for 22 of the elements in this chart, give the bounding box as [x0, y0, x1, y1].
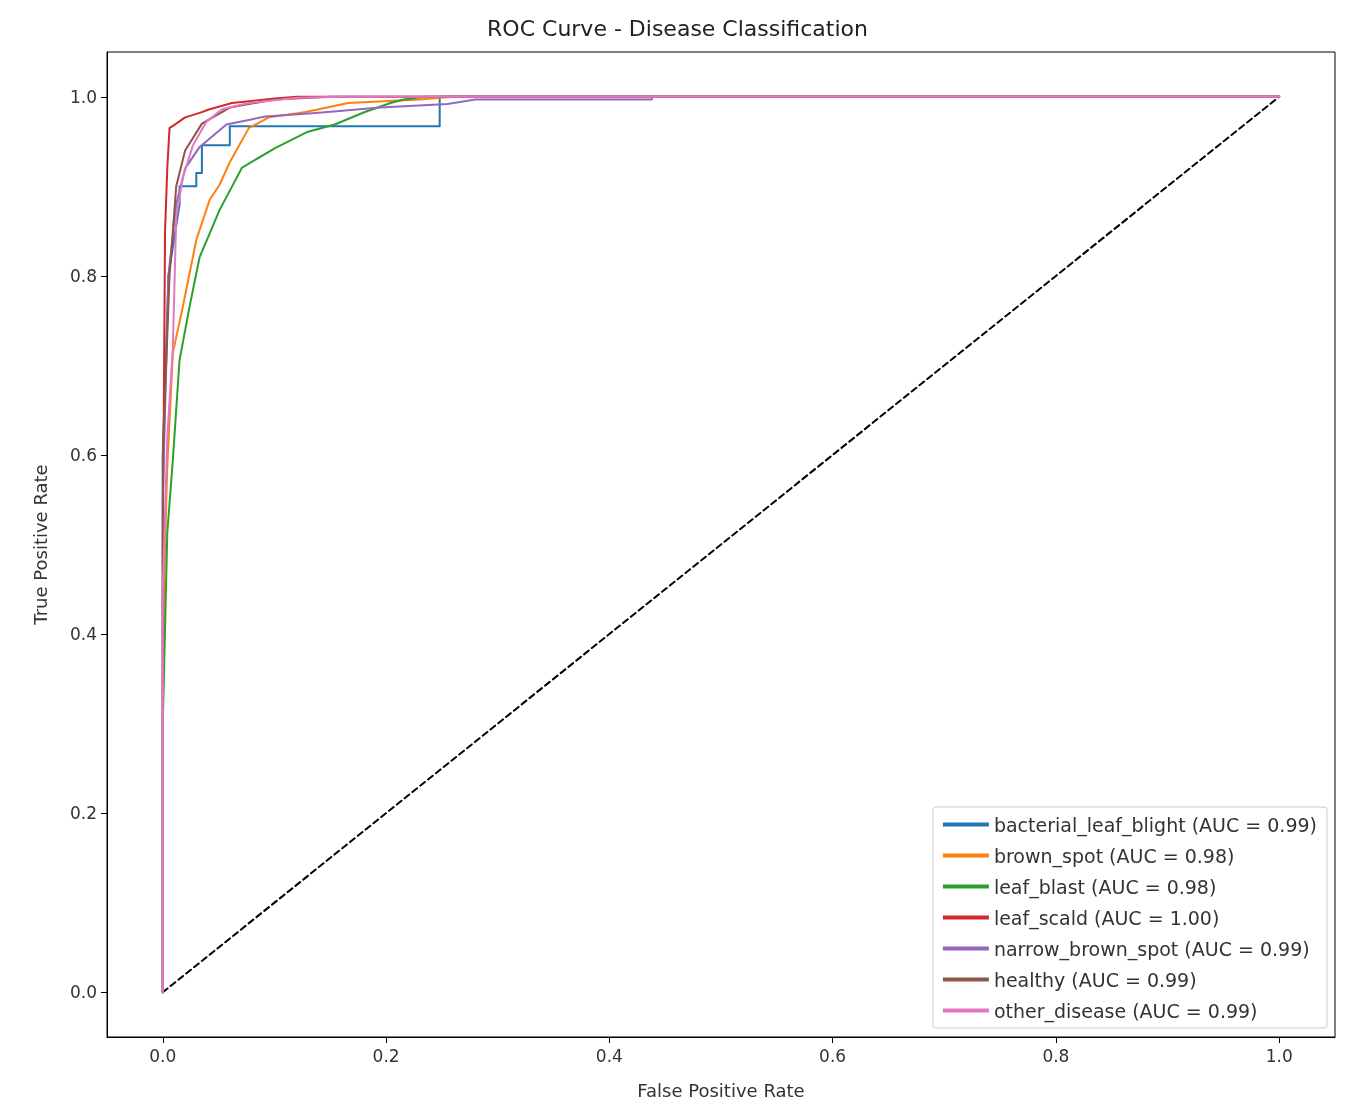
legend-label: brown_spot (AUC = 0.98) [993, 844, 1235, 868]
x-tick-label: 0.0 [149, 1045, 177, 1066]
legend-label: other_disease (AUC = 0.99) [993, 999, 1258, 1023]
x-tick-label: 0.6 [819, 1045, 847, 1066]
y-tick-label: 0.6 [69, 444, 97, 465]
y-tick-label: 1.0 [69, 86, 97, 107]
legend-label: leaf_blast (AUC = 0.98) [993, 875, 1217, 899]
chart-title: ROC Curve - Disease Classification [487, 15, 868, 41]
legend-label: leaf_scald (AUC = 1.00) [993, 906, 1220, 930]
x-tick-label: 1.0 [1265, 1045, 1293, 1066]
x-tick-label: 0.8 [1042, 1045, 1070, 1066]
y-tick-label: 0.2 [69, 803, 97, 824]
legend-label: bacterial_leaf_blight (AUC = 0.99) [993, 813, 1318, 837]
legend-label: narrow_brown_spot (AUC = 0.99) [993, 937, 1310, 961]
y-tick-label: 0.0 [69, 982, 97, 1003]
x-tick-label: 0.4 [595, 1045, 623, 1066]
legend-label: healthy (AUC = 0.99) [993, 968, 1197, 991]
x-axis-title: False Positive Rate [637, 1079, 805, 1101]
y-axis-title: True Positive Rate [29, 464, 51, 626]
y-tick-label: 0.8 [69, 265, 97, 286]
y-tick-label: 0.4 [69, 624, 97, 645]
x-tick-label: 0.2 [372, 1045, 400, 1066]
